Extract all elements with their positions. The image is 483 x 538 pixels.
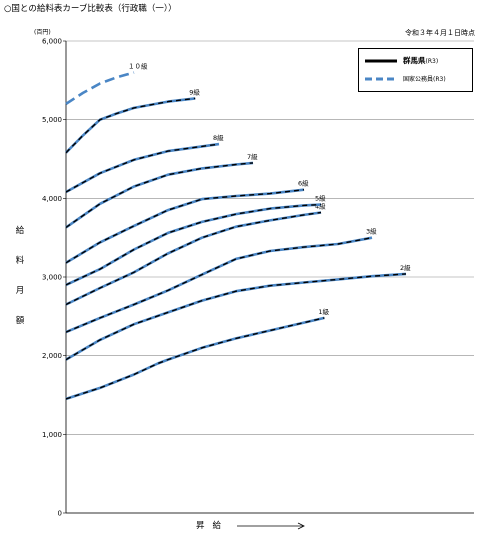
legend-item-prefecture: 群馬県(R3) [365, 55, 438, 66]
y-tick-label: 5,000 [42, 116, 62, 124]
series-line-prefecture [65, 211, 322, 306]
legend-dashed-line-icon [365, 77, 397, 80]
y-axis-label-char: 月 [15, 286, 25, 296]
legend-national-label: 国家公務員(R3) [403, 76, 446, 83]
y-tick-label: 6,000 [42, 38, 62, 46]
date-note: 令和３年４月１日時点 [405, 29, 475, 37]
series-line-national [65, 97, 196, 154]
series-label: 4級 [315, 201, 326, 210]
series-line-prefecture [65, 273, 407, 361]
y-tick-label: 1,000 [42, 431, 62, 439]
page-title: ○国との給料表カーブ比較表（行政職（一）） [4, 4, 177, 14]
x-axis-label: 昇給 [196, 521, 230, 531]
series-label: 9級 [189, 87, 200, 96]
legend-solid-line-icon [365, 59, 397, 62]
y-axis-label-char: 料 [15, 256, 25, 266]
legend-item-national: 国家公務員(R3) [365, 74, 446, 83]
y-axis-label: 給 料 月 額 [14, 216, 26, 336]
series-label: １０級 [128, 61, 148, 70]
series-label: 8級 [213, 133, 224, 142]
series-line-prefecture [65, 143, 220, 193]
series-line-national [65, 211, 322, 306]
series-label: 3級 [366, 227, 377, 236]
legend-prefecture-label: 群馬県 [403, 56, 426, 65]
y-tick-label: 0 [58, 510, 62, 518]
y-tick-label: 2,000 [42, 352, 62, 360]
y-axis-label-char: 給 [15, 226, 25, 236]
series-line-national [65, 203, 322, 287]
series-line-prefecture [65, 97, 196, 154]
series-line-national [65, 71, 135, 105]
chart-legend: 群馬県(R3) 国家公務員(R3) [358, 48, 473, 92]
y-tick-label: 4,000 [42, 195, 62, 203]
series-line-prefecture [65, 317, 325, 400]
y-axis-label-char: 額 [15, 316, 25, 326]
series-line-prefecture [65, 203, 322, 286]
series-line-national [65, 236, 373, 334]
series-label: 5級 [315, 194, 326, 203]
y-unit-label: (百円) [34, 29, 51, 36]
legend-prefecture-suffix: (R3) [425, 58, 439, 65]
y-tick-label: 3,000 [42, 274, 62, 282]
arrow-right-icon [237, 522, 305, 530]
series-label: 1級 [318, 307, 329, 316]
series-line-national [65, 272, 407, 361]
series-label: 7級 [247, 152, 258, 161]
series-line-prefecture [65, 237, 373, 333]
series-label: 6級 [298, 179, 309, 188]
series-line-prefecture [65, 162, 254, 228]
series-line-prefecture [65, 189, 305, 264]
series-label: 2級 [400, 263, 411, 272]
